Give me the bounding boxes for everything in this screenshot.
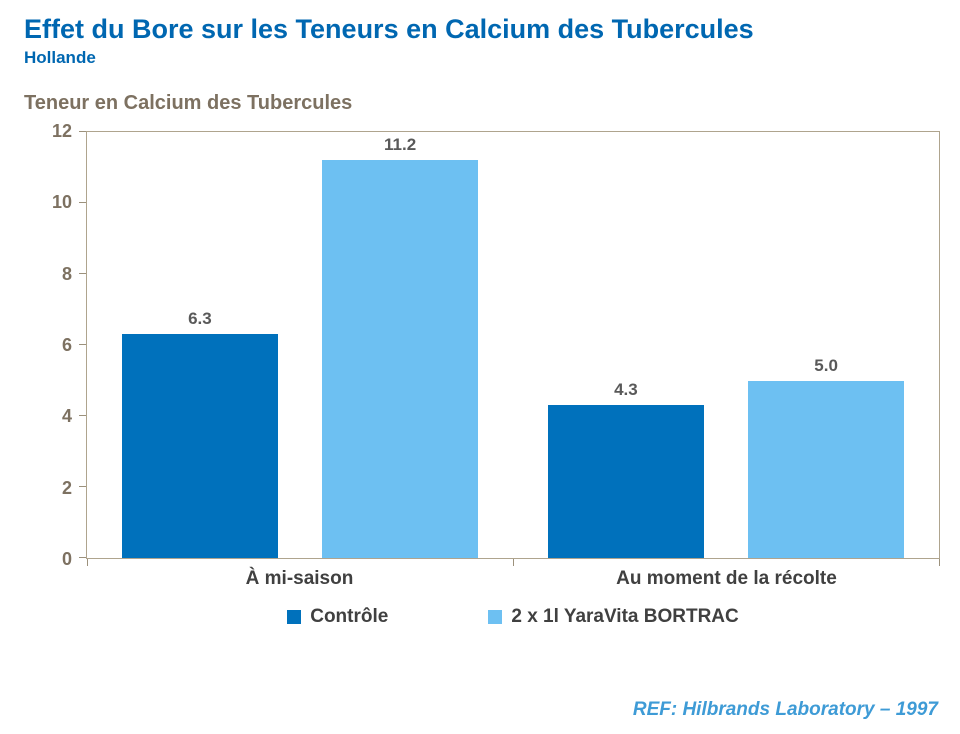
y-tick-mark — [79, 273, 86, 275]
plot-area: 6.3 11.2 4.3 5.0 — [79, 131, 940, 567]
x-tick-mark — [513, 559, 514, 567]
y-axis: 0 2 4 6 8 10 12 — [24, 122, 86, 568]
legend-item: 2 x 1l YaraVita BORTRAC — [488, 606, 739, 628]
y-tick-label: 2 — [61, 477, 72, 498]
bar-holder: 5.0 — [748, 132, 904, 559]
y-tick-mark — [79, 344, 86, 346]
bar — [322, 160, 478, 559]
bar-holder: 11.2 — [322, 132, 478, 559]
y-tick-mark — [79, 131, 86, 133]
chart-area: 0 2 4 6 8 10 12 6.3 11.2 4.3 5.0 — [24, 122, 940, 568]
bar-holder: 4.3 — [548, 132, 704, 559]
page-subtitle: Hollande — [24, 48, 96, 68]
bar-value-label: 11.2 — [384, 135, 417, 155]
bar — [548, 405, 704, 559]
legend-swatch-icon — [287, 610, 302, 625]
bar-holder: 6.3 — [122, 132, 278, 559]
y-tick-label: 4 — [61, 406, 72, 427]
legend-label: Contrôle — [310, 606, 389, 628]
y-tick-mark — [79, 415, 86, 417]
legend-label: 2 x 1l YaraVita BORTRAC — [511, 606, 739, 628]
bar-value-label: 4.3 — [614, 380, 638, 400]
y-tick-mark — [79, 557, 86, 559]
legend-item: Contrôle — [287, 606, 388, 628]
x-axis-labels: À mi-saison Au moment de la récolte — [86, 568, 940, 590]
bar-groups: 6.3 11.2 4.3 5.0 — [87, 132, 939, 559]
category-label: Au moment de la récolte — [616, 568, 837, 590]
chart-title: Teneur en Calcium des Tubercules — [24, 92, 353, 115]
y-tick-label: 0 — [61, 549, 72, 570]
bar — [748, 380, 904, 559]
x-tick-mark — [87, 559, 88, 567]
x-tick-mark — [939, 559, 940, 567]
legend-swatch-icon — [488, 610, 503, 625]
y-tick-label: 10 — [51, 192, 72, 213]
bar-value-label: 5.0 — [814, 355, 838, 375]
y-tick-mark — [79, 486, 86, 488]
y-tick-label: 6 — [61, 335, 72, 356]
y-tick-label: 8 — [61, 263, 72, 284]
category-label: À mi-saison — [245, 568, 354, 590]
bar-value-label: 6.3 — [188, 309, 212, 329]
bar-group: 4.3 5.0 — [513, 132, 939, 559]
legend: Contrôle 2 x 1l YaraVita BORTRAC — [86, 606, 940, 628]
page-title: Effet du Bore sur les Teneurs en Calcium… — [24, 14, 754, 44]
reference-note: REF: Hilbrands Laboratory – 1997 — [632, 699, 938, 720]
bar-group: 6.3 11.2 — [87, 132, 513, 559]
bar — [122, 334, 278, 559]
y-tick-mark — [79, 202, 86, 204]
y-tick-label: 12 — [51, 121, 72, 142]
